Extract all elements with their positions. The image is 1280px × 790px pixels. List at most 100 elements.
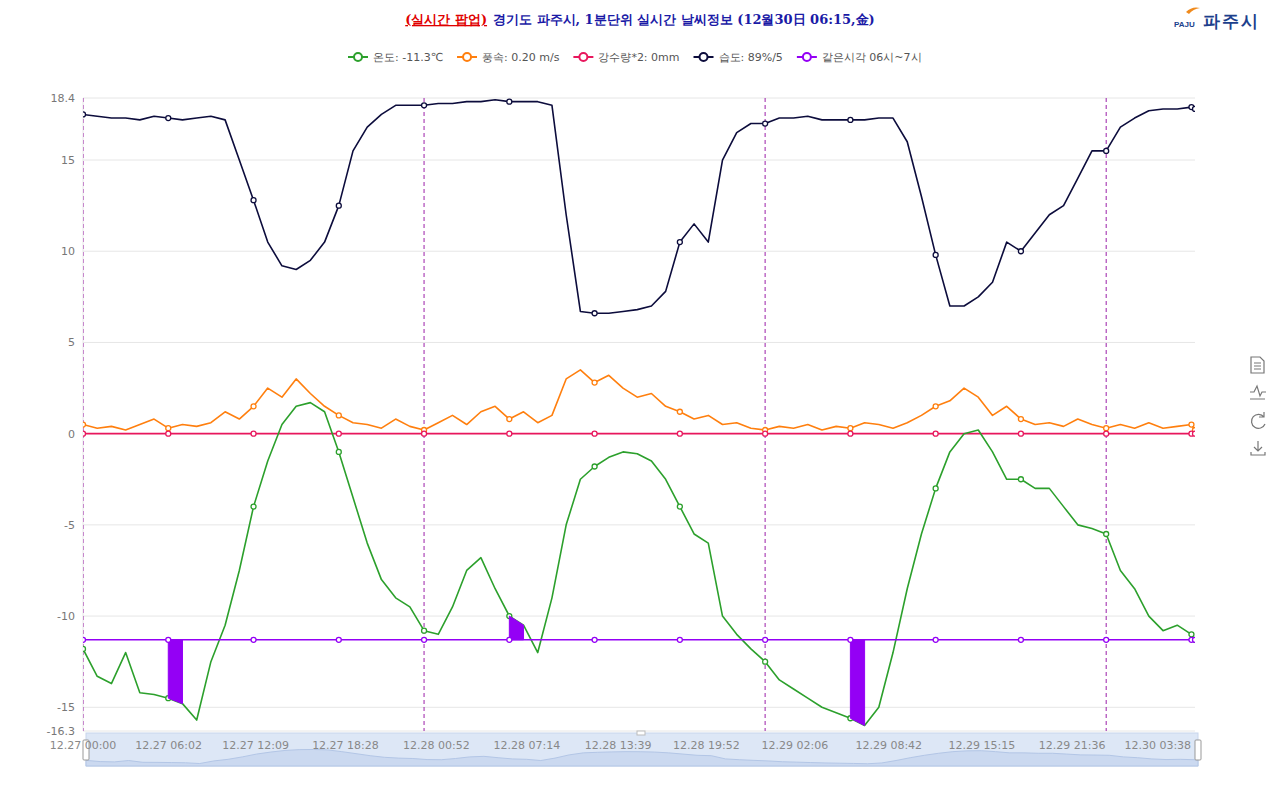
series-marker: [507, 417, 512, 422]
navigator-grip: [637, 731, 645, 735]
y-axis: -16.3 -15 -10 -5 0 5 10 15 18.4: [47, 92, 1195, 738]
legend-label: 풍속: 0.20 m/s: [482, 51, 560, 64]
series-marker: [1018, 477, 1023, 482]
series-marker: [336, 203, 341, 208]
series-marker: [166, 637, 171, 642]
y-tick-label: -5: [64, 519, 75, 532]
legend-item[interactable]: 습도: 89%/5: [694, 51, 783, 64]
grid-line: [83, 433, 1195, 434]
legend-marker: [579, 53, 587, 61]
series-marker: [1189, 632, 1194, 637]
icon-data[interactable]: [1251, 357, 1264, 373]
x-tick-label: 12.27 06:02: [135, 739, 202, 752]
series-marker: [166, 431, 171, 436]
series-marker: [933, 431, 938, 436]
legend-marker: [463, 53, 471, 61]
series-line: [83, 100, 1195, 313]
y-tick-label: 15: [61, 154, 75, 167]
series: [83, 370, 1195, 433]
series-line: [83, 639, 1195, 641]
x-tick-label: 12.27 12:09: [222, 739, 289, 752]
day-line: [424, 98, 425, 731]
y-tick-label: 0: [68, 428, 75, 441]
legend-item[interactable]: 온도: -11.3℃: [348, 51, 443, 64]
series-marker: [1104, 426, 1109, 431]
series-marker: [1018, 249, 1023, 254]
series-marker: [1018, 637, 1023, 642]
x-tick-label: 12.29 08:42: [855, 739, 922, 752]
series-marker: [933, 637, 938, 642]
day-line: [765, 98, 766, 731]
logo-mark: PAJU: [1174, 20, 1195, 29]
x-tick-label: 12.29 15:15: [948, 739, 1015, 752]
series-marker: [422, 431, 427, 436]
series-marker: [592, 464, 597, 469]
logo-text: 파주시: [1203, 11, 1260, 31]
navigator-handle[interactable]: [1195, 740, 1201, 760]
logo-swoosh: [1186, 8, 1200, 15]
x-tick-label: 12.27 18:28: [312, 739, 379, 752]
series-marker: [1193, 637, 1196, 642]
icon-refresh[interactable]: [1252, 412, 1265, 428]
series-marker: [1104, 531, 1109, 536]
legend-marker: [354, 53, 362, 61]
legend-marker: [803, 53, 811, 61]
logo: PAJU 파주시: [1174, 8, 1260, 32]
series-marker: [763, 431, 768, 436]
icon-shape: [1252, 412, 1265, 428]
series-marker: [83, 422, 86, 427]
x-tick-label: 12.28 19:52: [673, 739, 740, 752]
series: [83, 99, 1195, 316]
series-marker: [1104, 637, 1109, 642]
y-tick-label: 18.4: [51, 92, 76, 105]
navigator: 12.27 00:00 12.27 06:02 12.27 12:09 12.27 1…: [50, 731, 1201, 766]
series-marker: [763, 121, 768, 126]
legend-label: 강수량*2: 0mm: [598, 51, 679, 64]
series-marker: [1018, 417, 1023, 422]
x-tick-label: 12.29 21:36: [1039, 739, 1106, 752]
x-tick-label: 12.30 03:38: [1124, 739, 1191, 752]
series-marker: [1193, 637, 1196, 642]
series-marker: [251, 198, 256, 203]
series-marker: [763, 637, 768, 642]
series-marker: [763, 659, 768, 664]
y-tick-label: -15: [57, 701, 75, 714]
toolbar: [1250, 357, 1266, 455]
chart-root: (실시간 팝업)경기도 파주시, 1분단위 실시간 날씨정보 (12월30日 0…: [0, 0, 1280, 790]
icon-line[interactable]: [1250, 386, 1266, 399]
series-marker: [933, 252, 938, 257]
series-marker: [507, 431, 512, 436]
icon-shape: [1250, 386, 1266, 399]
same-time-fill: [509, 616, 523, 640]
series-marker: [251, 404, 256, 409]
legend-marker: [700, 53, 708, 61]
legend-item[interactable]: 같은시각 06시~7시: [797, 51, 922, 64]
series-marker: [933, 404, 938, 409]
series-marker: [848, 426, 853, 431]
legend-label: 습도: 89%/5: [719, 51, 783, 64]
legend-item[interactable]: 풍속: 0.20 m/s: [457, 51, 560, 64]
series-marker: [848, 117, 853, 122]
series-marker: [677, 409, 682, 414]
series-marker: [677, 431, 682, 436]
series-marker: [677, 240, 682, 245]
icon-shape: [1251, 441, 1265, 455]
series-marker: [1193, 106, 1196, 111]
series-marker: [1193, 431, 1196, 436]
y-tick-label: -16.3: [47, 725, 75, 738]
y-tick-label: 5: [68, 336, 75, 349]
series-marker: [251, 431, 256, 436]
title-main: 경기도 파주시, 1분단위 실시간 날씨정보 (12월30日 06:15,金): [493, 12, 875, 27]
x-tick-label: 12.27 00:00: [50, 739, 117, 752]
icon-download[interactable]: [1251, 441, 1265, 455]
series-marker: [251, 504, 256, 509]
y-tick-label: -10: [57, 610, 75, 623]
x-tick-label: 12.29 02:06: [762, 739, 829, 752]
same-time-fill: [168, 640, 182, 704]
series-marker: [83, 112, 86, 117]
legend-item[interactable]: 강수량*2: 0mm: [573, 51, 679, 64]
series-marker: [83, 431, 86, 436]
y-tick-label: 10: [61, 245, 75, 258]
x-tick-label: 12.28 13:39: [585, 739, 652, 752]
series-marker: [422, 637, 427, 642]
